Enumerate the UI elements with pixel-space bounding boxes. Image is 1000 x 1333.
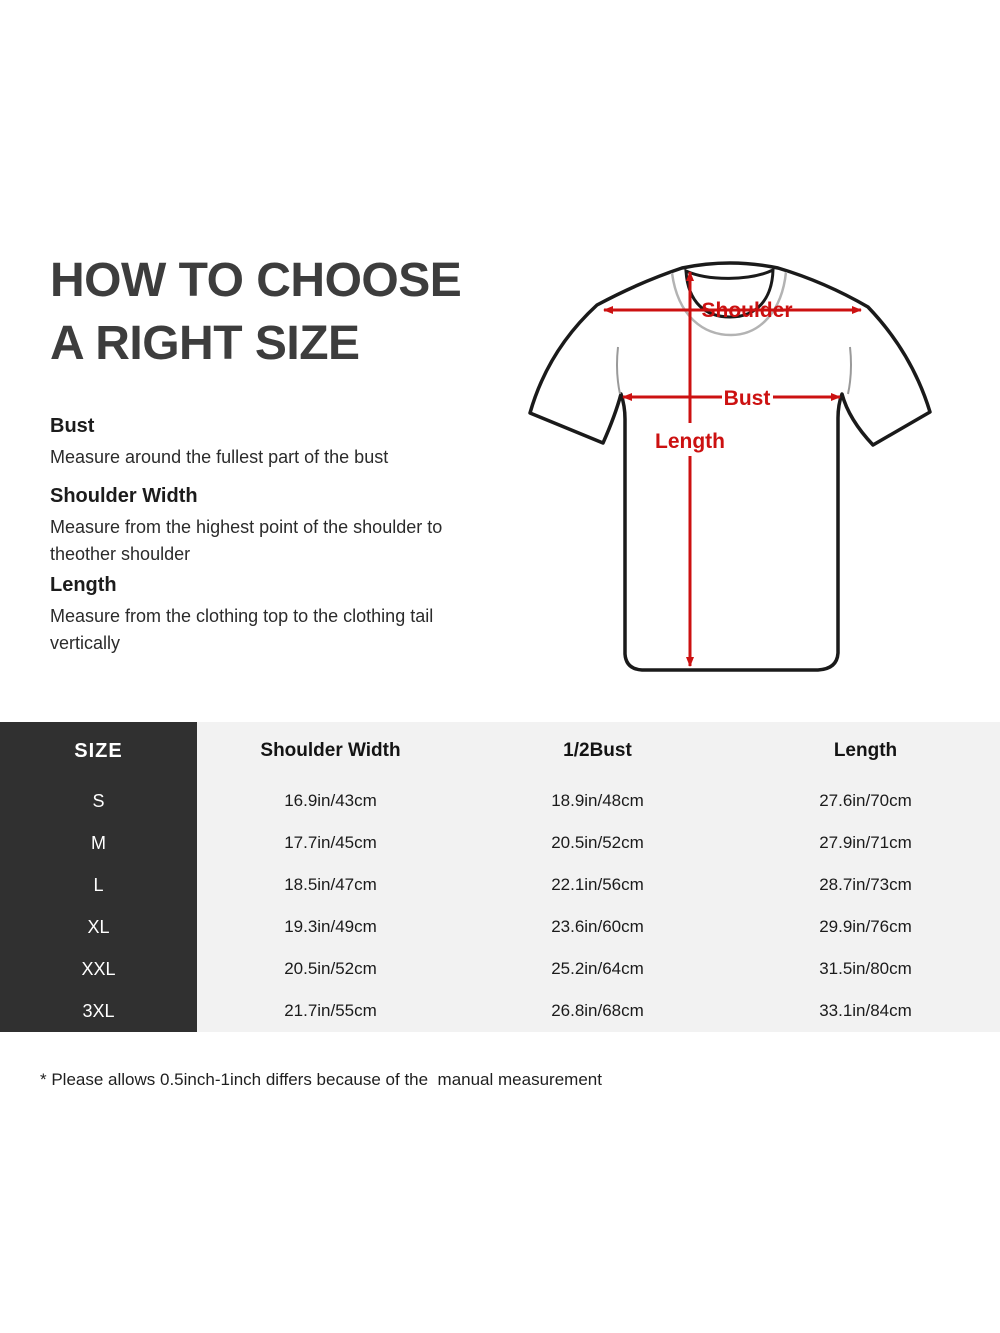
size-row-label: M bbox=[0, 822, 197, 864]
size-cell-bust: 20.5in/52cm bbox=[464, 822, 731, 864]
instruction-bust: Bust Measure around the fullest part of … bbox=[50, 414, 480, 471]
instruction-shoulder-width: Shoulder Width Measure from the highest … bbox=[50, 484, 480, 568]
size-table-header-size: SIZE bbox=[0, 722, 197, 780]
size-cell-length: 33.1in/84cm bbox=[731, 990, 1000, 1032]
tshirt-outline bbox=[528, 261, 932, 672]
size-cell-shoulder: 19.3in/49cm bbox=[197, 906, 464, 948]
shoulder-arrow-label: Shoulder bbox=[701, 299, 792, 322]
size-cell-length: 28.7in/73cm bbox=[731, 864, 1000, 906]
size-cell-bust: 18.9in/48cm bbox=[464, 780, 731, 822]
size-cell-shoulder: 17.7in/45cm bbox=[197, 822, 464, 864]
size-row-label: L bbox=[0, 864, 197, 906]
bust-arrow-label: Bust bbox=[724, 387, 771, 410]
size-table: SIZE Shoulder Width 1/2Bust Length S 16.… bbox=[0, 722, 1000, 1032]
size-cell-length: 31.5in/80cm bbox=[731, 948, 1000, 990]
size-cell-length: 27.9in/71cm bbox=[731, 822, 1000, 864]
size-table-header-length: Length bbox=[731, 722, 1000, 780]
size-table-header-bust: 1/2Bust bbox=[464, 722, 731, 780]
size-row-label: 3XL bbox=[0, 990, 197, 1032]
instruction-shoulder-width-heading: Shoulder Width bbox=[50, 485, 198, 507]
size-cell-bust: 22.1in/56cm bbox=[464, 864, 731, 906]
collar-back-shading bbox=[670, 271, 788, 337]
size-cell-length: 29.9in/76cm bbox=[731, 906, 1000, 948]
left-armhole-shading bbox=[615, 346, 621, 395]
tshirt-measurement-diagram: Shoulder Bust Length bbox=[510, 255, 950, 695]
size-cell-bust: 23.6in/60cm bbox=[464, 906, 731, 948]
size-cell-shoulder: 20.5in/52cm bbox=[197, 948, 464, 990]
instruction-shoulder-width-body: Measure from the highest point of the sh… bbox=[50, 517, 443, 564]
size-cell-shoulder: 18.5in/47cm bbox=[197, 864, 464, 906]
size-row-label: S bbox=[0, 780, 197, 822]
page-title: HOW TO CHOOSE A RIGHT SIZE bbox=[50, 249, 510, 375]
instruction-length-body: Measure from the clothing top to the clo… bbox=[50, 606, 434, 653]
size-cell-shoulder: 16.9in/43cm bbox=[197, 780, 464, 822]
instruction-bust-heading: Bust bbox=[50, 415, 95, 437]
page-title-line-2: A RIGHT SIZE bbox=[50, 317, 360, 370]
size-row-label: XL bbox=[0, 906, 197, 948]
instruction-bust-body: Measure around the fullest part of the b… bbox=[50, 447, 389, 467]
right-armhole-shading bbox=[847, 346, 853, 395]
size-row-label: XXL bbox=[0, 948, 197, 990]
instruction-length: Length Measure from the clothing top to … bbox=[50, 573, 480, 657]
size-cell-bust: 25.2in/64cm bbox=[464, 948, 731, 990]
tshirt-diagram-svg: Shoulder Bust Length bbox=[528, 261, 932, 672]
measurement-disclaimer: * Please allows 0.5inch-1inch differs be… bbox=[40, 1070, 602, 1089]
length-arrow-label: Length bbox=[655, 430, 725, 453]
size-table-header-shoulder: Shoulder Width bbox=[197, 722, 464, 780]
instruction-length-heading: Length bbox=[50, 574, 117, 596]
size-cell-length: 27.6in/70cm bbox=[731, 780, 1000, 822]
size-cell-shoulder: 21.7in/55cm bbox=[197, 990, 464, 1032]
page-title-line-1: HOW TO CHOOSE bbox=[50, 254, 462, 307]
size-cell-bust: 26.8in/68cm bbox=[464, 990, 731, 1032]
